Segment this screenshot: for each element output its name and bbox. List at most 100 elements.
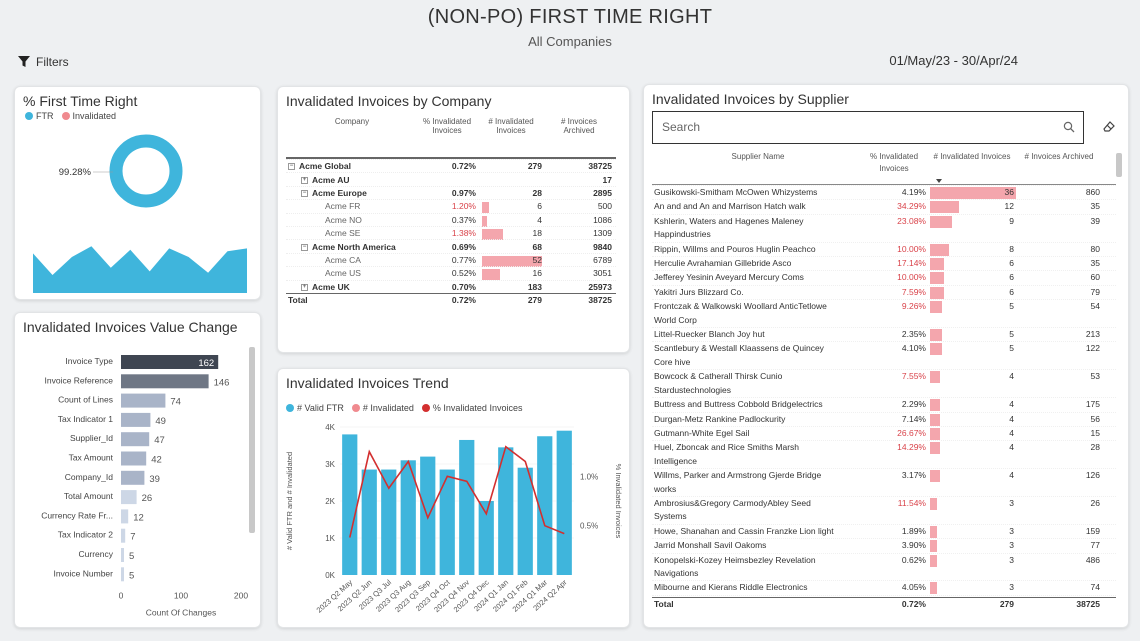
expand-icon[interactable]: + [301, 176, 308, 184]
supplier-search-input[interactable]: Search [652, 111, 1084, 144]
col-num-invalidated[interactable]: # Invalidated Invoices [488, 117, 534, 135]
col-pct-invalidated[interactable]: % Invalidated Invoices [422, 117, 472, 135]
supplier-row[interactable]: Mibourne and Kierans Riddle Electronics 4… [652, 580, 1116, 595]
company-row[interactable]: Acme US 0.52% 16 3051 [286, 266, 616, 281]
legend-num-invalidated[interactable]: # Invalidated [351, 403, 414, 413]
supplier-row[interactable]: Howe, Shanahan and Cassin Franzke Lion l… [652, 523, 1116, 538]
vc-bar[interactable] [121, 490, 137, 505]
col-company[interactable]: Company [334, 117, 370, 126]
vc-bar[interactable] [121, 432, 150, 447]
vc-bar[interactable] [121, 548, 124, 562]
company-pct: 0.69% [451, 241, 476, 252]
company-name: Acme Europe [312, 187, 367, 198]
col-supplier-name[interactable]: Supplier Name [731, 152, 785, 161]
trend-bar[interactable] [342, 434, 358, 575]
supplier-row[interactable]: Gutmann-White Egel Sail 26.67% 4 15 [652, 425, 1116, 440]
supplier-name-line: works [654, 483, 677, 494]
supplier-row[interactable]: Huel, Zboncak and Rice Smiths Marsh Intel… [652, 440, 1116, 468]
supplier-row[interactable]: Yakitri Jurs Blizzard Co. 7.59% 6 79 [652, 284, 1116, 299]
supplier-row[interactable]: Buttress and Buttress Cobbold Bridgelect… [652, 397, 1116, 412]
supplier-row[interactable]: Frontczak & Walkowski Woollard AnticTetl… [652, 299, 1116, 327]
trend-bar[interactable] [459, 439, 475, 575]
col-num-archived[interactable]: # Invoices Archived [560, 117, 598, 135]
vc-bar[interactable] [121, 412, 151, 427]
company-inv: 279 [527, 161, 542, 172]
company-row[interactable]: + Acme UK 0.70% 183 25973 [286, 279, 616, 293]
trend-bar[interactable] [381, 469, 397, 575]
company-pct: 1.20% [451, 201, 476, 212]
value-change-chart[interactable]: Invoice Type 162 Invoice Reference 146 Count… [15, 343, 261, 627]
vc-bar[interactable] [121, 393, 166, 408]
supplier-row[interactable]: Konopelski-Kozey Heimsbezley Revelation N… [652, 552, 1116, 581]
company-row[interactable]: − Acme Europe 0.97% 28 2895 [286, 185, 616, 199]
company-row[interactable]: Acme NO 0.37% 4 1086 [286, 212, 616, 227]
legend-invalidated[interactable]: Invalidated [61, 111, 116, 121]
trend-bar[interactable] [556, 430, 572, 575]
supplier-row[interactable]: Presco-Brien Gater Angelico21.43%314 [652, 594, 1116, 598]
legend-valid-ftr[interactable]: # Valid FTR [286, 403, 344, 413]
value-change-scrollbar[interactable] [249, 347, 255, 533]
vc-bar[interactable] [121, 470, 145, 485]
vc-bar[interactable] [121, 451, 147, 466]
supplier-row[interactable]: Herculie Avrahamian Gillebride Asco 17.14… [652, 256, 1116, 271]
company-row[interactable]: Acme FR 1.20% 6 500 [286, 199, 616, 214]
company-inv-bar [482, 229, 503, 241]
supplier-row[interactable]: Jefferey Yesinin Aveyard Mercury Coms 10.… [652, 270, 1116, 285]
trend-bar[interactable] [517, 467, 533, 575]
supplier-table: Supplier Name % Invalidated Invoices # I… [652, 151, 1116, 611]
supplier-inv-cell: 5 [930, 328, 1018, 342]
ftr-area-chart[interactable] [33, 221, 247, 293]
trend-bar[interactable] [400, 460, 416, 575]
sort-desc-icon[interactable] [936, 179, 942, 183]
supplier-row[interactable]: Willms, Parker and Armstrong Gjerde Brid… [652, 468, 1116, 496]
vc-bar[interactable] [121, 374, 209, 389]
col-supplier-arch[interactable]: # Invoices Archived [1024, 152, 1094, 161]
company-row[interactable]: − Acme Global 0.72% 279 38725 [286, 159, 616, 172]
trend-bar[interactable] [478, 501, 494, 575]
supplier-pct: 21.43% [862, 596, 930, 598]
ftr-donut-chart[interactable]: 99.28% [15, 127, 261, 212]
collapse-icon[interactable]: − [301, 243, 308, 251]
supplier-inv-cell: 4 [930, 427, 1018, 440]
filters-button[interactable]: Filters [18, 55, 69, 69]
trend-pct-line[interactable] [349, 445, 565, 538]
company-row[interactable]: Acme SE 1.38% 18 1309 [286, 225, 616, 241]
trend-bar[interactable] [361, 469, 377, 575]
supplier-row[interactable]: An and and An and Marrison Hatch walk 34.… [652, 199, 1116, 214]
eraser-icon[interactable] [1102, 119, 1116, 133]
supplier-row[interactable]: Littel-Ruecker Blanch Joy hut 2.35% 5 213 [652, 327, 1116, 342]
collapse-icon[interactable]: − [288, 163, 295, 171]
supplier-inv-bar [930, 413, 940, 426]
supplier-name-line: Gusikowski-Smitham McOwen Whizystems [654, 187, 818, 197]
col-supplier-inv[interactable]: # Invalidated Invoices [933, 152, 1011, 161]
vc-bar[interactable] [121, 509, 129, 524]
collapse-icon[interactable]: − [301, 190, 308, 198]
col-supplier-pct[interactable]: % Invalidated Invoices [869, 152, 919, 173]
company-row[interactable]: Acme CA 0.77% 52 6789 [286, 252, 616, 267]
trend-bar[interactable] [537, 436, 553, 575]
supplier-row[interactable]: Kshlerin, Waters and Hagenes Maleney Happ… [652, 213, 1116, 242]
supplier-row[interactable]: Ambrosius&Gregory CarmodyAbley Seed Syste… [652, 495, 1116, 524]
company-pct: 0.72% [451, 161, 476, 172]
trend-bar[interactable] [439, 469, 455, 575]
supplier-row[interactable]: Rippin, Willms and Pouros Huglin Peachco… [652, 241, 1116, 256]
vc-bar[interactable] [121, 528, 126, 543]
legend-pct-invalidated[interactable]: % Invalidated Invoices [421, 403, 522, 413]
company-row[interactable]: + Acme AU 17 [286, 172, 616, 185]
supplier-row[interactable]: Jarrid Monshall Savil Oakoms 3.90% 3 77 [652, 538, 1116, 553]
supplier-row[interactable]: Durgan-Metz Rankine Padlockurity 7.14% 4 56 [652, 411, 1116, 426]
supplier-row[interactable]: Scantlebury & Westall Klaassens de Quinc… [652, 341, 1116, 369]
supplier-inv-bar [930, 301, 942, 314]
supplier-scrollbar[interactable] [1116, 153, 1122, 177]
vc-bar[interactable] [121, 567, 124, 582]
expand-icon[interactable]: + [301, 283, 308, 291]
supplier-row[interactable]: Bowcock & Catherall Thirsk Cunio Stardust… [652, 369, 1116, 397]
search-icon[interactable] [1063, 121, 1075, 133]
company-row[interactable]: Total 0.72% 279 38725 [286, 292, 616, 306]
legend-ftr[interactable]: FTR [25, 111, 54, 121]
company-row[interactable]: − Acme North America 0.69% 68 9840 [286, 239, 616, 252]
trend-bar[interactable] [498, 447, 514, 575]
vc-bar[interactable] [121, 355, 219, 369]
supplier-row[interactable]: Gusikowski-Smitham McOwen Whizystems 4.19… [652, 185, 1116, 199]
